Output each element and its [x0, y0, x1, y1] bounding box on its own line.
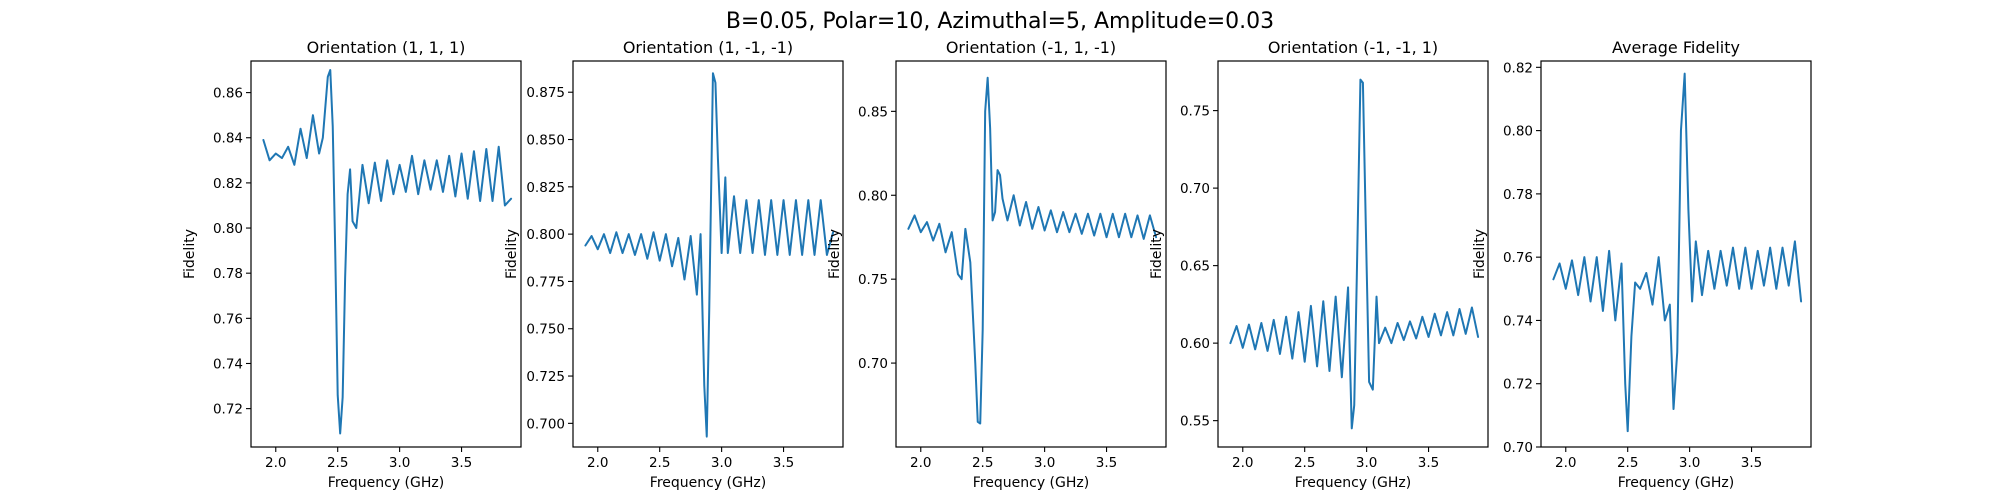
subplot-3: Orientation (-1, 1, -1) 2.0 2.5 3.0 3.5 0.70 0…: [827, 38, 1167, 491]
subplot-title: Orientation (1, -1, -1): [623, 38, 793, 57]
x-tick-label: 2.0: [587, 455, 608, 471]
y-tick-label: 0.74: [213, 356, 243, 372]
subplot-4: Orientation (-1, -1, 1) 2.0 2.5 3.0 3.5 0.55 0…: [1149, 38, 1489, 491]
x-axis-label: Frequency (GHz): [1618, 475, 1734, 491]
y-tick-label: 0.65: [1180, 259, 1210, 275]
x-axis-label: Frequency (GHz): [973, 475, 1089, 491]
y-tick-label: 0.78: [213, 266, 243, 282]
x-tick-label: 3.5: [451, 455, 472, 471]
figure-suptitle: B=0.05, Polar=10, Azimuthal=5, Amplitude…: [726, 9, 1274, 34]
y-tick-label: 0.85: [858, 104, 888, 120]
y-tick-label: 0.75: [1180, 104, 1210, 120]
y-tick-label: 0.775: [526, 274, 565, 290]
y-tick-label: 0.825: [526, 180, 565, 196]
x-tick-label: 3.5: [773, 455, 794, 471]
y-tick-label: 0.55: [1180, 414, 1210, 430]
y-tick-label: 0.82: [1503, 60, 1533, 76]
series-line: [584, 72, 835, 438]
axes-frame: [1217, 60, 1489, 448]
y-tick-label: 0.78: [1503, 187, 1533, 203]
y-tick-label: 0.84: [213, 131, 243, 147]
series-line: [1229, 78, 1480, 430]
axes-frame: [1540, 60, 1812, 448]
x-tick-label: 2.5: [972, 455, 993, 471]
subplot-title: Orientation (-1, -1, 1): [1268, 38, 1438, 57]
x-axis-label: Frequency (GHz): [328, 475, 444, 491]
x-tick-label: 3.0: [1356, 455, 1377, 471]
y-tick-label: 0.875: [526, 85, 565, 101]
subplots: Orientation (1, 1, 1) 2.0 2.5 3.0 3.5 0.72 0.7…: [182, 38, 1812, 491]
y-axis-label: Fidelity: [827, 229, 843, 279]
subplot-2: Orientation (1, -1, -1) 2.0 2.5 3.0 3.5 0.700…: [504, 38, 844, 491]
y-axis-label: Fidelity: [504, 229, 520, 279]
series-line: [1552, 72, 1803, 433]
y-axis-label: Fidelity: [182, 229, 198, 279]
x-tick-label: 3.0: [389, 455, 410, 471]
y-tick-label: 0.750: [526, 322, 565, 338]
x-tick-label: 2.0: [1232, 455, 1253, 471]
x-tick-label: 2.5: [649, 455, 670, 471]
axes-frame: [895, 60, 1167, 448]
y-tick-label: 0.850: [526, 133, 565, 149]
x-tick-label: 2.0: [1555, 455, 1576, 471]
subplot-1: Orientation (1, 1, 1) 2.0 2.5 3.0 3.5 0.72 0.7…: [182, 38, 522, 491]
y-axis-label: Fidelity: [1149, 229, 1165, 279]
y-tick-label: 0.76: [213, 311, 243, 327]
x-axis-label: Frequency (GHz): [1295, 475, 1411, 491]
x-axis-label: Frequency (GHz): [650, 475, 766, 491]
x-tick-label: 2.5: [1617, 455, 1638, 471]
subplot-5: Average Fidelity 2.0 2.5 3.0 3.5 0.70 0.72 0.74…: [1472, 38, 1812, 491]
y-tick-label: 0.70: [858, 356, 888, 372]
y-tick-label: 0.72: [213, 402, 243, 418]
x-tick-label: 3.5: [1741, 455, 1762, 471]
axes-frame: [572, 60, 844, 448]
x-tick-label: 3.0: [711, 455, 732, 471]
y-tick-label: 0.86: [213, 86, 243, 102]
y-tick-label: 0.800: [526, 227, 565, 243]
y-tick-label: 0.80: [213, 221, 243, 237]
subplot-title: Orientation (1, 1, 1): [307, 38, 466, 57]
y-tick-label: 0.72: [1503, 377, 1533, 393]
x-tick-label: 2.0: [265, 455, 286, 471]
y-tick-label: 0.70: [1503, 440, 1533, 456]
subplot-title: Orientation (-1, 1, -1): [946, 38, 1116, 57]
x-tick-label: 2.5: [327, 455, 348, 471]
y-tick-label: 0.76: [1503, 250, 1533, 266]
y-tick-label: 0.74: [1503, 313, 1533, 329]
x-tick-label: 2.0: [910, 455, 931, 471]
y-tick-label: 0.700: [526, 416, 565, 432]
series-line: [907, 76, 1158, 425]
series-line: [262, 69, 513, 435]
y-tick-label: 0.70: [1180, 181, 1210, 197]
y-axis-label: Fidelity: [1472, 229, 1488, 279]
y-tick-label: 0.80: [1503, 124, 1533, 140]
x-tick-label: 3.5: [1096, 455, 1117, 471]
x-tick-label: 2.5: [1294, 455, 1315, 471]
y-tick-label: 0.80: [858, 188, 888, 204]
x-tick-label: 3.0: [1034, 455, 1055, 471]
y-tick-label: 0.725: [526, 369, 565, 385]
axes-frame: [250, 60, 522, 448]
subplot-title: Average Fidelity: [1612, 38, 1740, 57]
x-tick-label: 3.5: [1418, 455, 1439, 471]
y-tick-label: 0.75: [858, 272, 888, 288]
y-tick-label: 0.60: [1180, 336, 1210, 352]
y-tick-label: 0.82: [213, 176, 243, 192]
x-tick-label: 3.0: [1679, 455, 1700, 471]
